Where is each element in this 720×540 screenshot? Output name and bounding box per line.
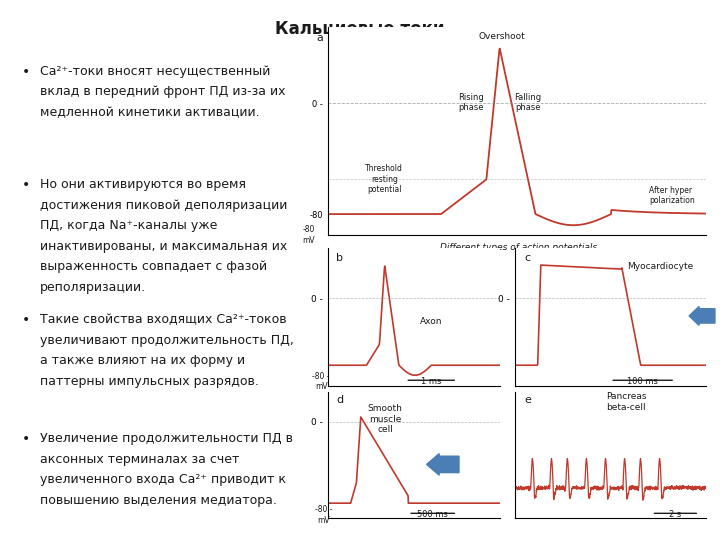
Text: 100 ms: 100 ms bbox=[627, 377, 658, 387]
Text: Different types of action potentials: Different types of action potentials bbox=[440, 243, 597, 252]
Text: Smooth
muscle
cell: Smooth muscle cell bbox=[368, 404, 402, 434]
Text: c: c bbox=[524, 253, 531, 262]
Text: Threshold
resting
potential: Threshold resting potential bbox=[365, 164, 403, 194]
Text: паттерны импульсных разрядов.: паттерны импульсных разрядов. bbox=[40, 375, 258, 388]
Text: а также влияют на их форму и: а также влияют на их форму и bbox=[40, 354, 245, 367]
Text: увеличенного входа Ca²⁺ приводит к: увеличенного входа Ca²⁺ приводит к bbox=[40, 473, 286, 486]
Text: Ca²⁺-токи вносят несущественный: Ca²⁺-токи вносят несущественный bbox=[40, 65, 270, 78]
Text: Pancreas
beta-cell: Pancreas beta-cell bbox=[606, 393, 647, 412]
Text: -80 -
mV: -80 - mV bbox=[312, 372, 330, 391]
Text: 500 ms: 500 ms bbox=[418, 510, 448, 519]
Text: повышению выделения медиатора.: повышению выделения медиатора. bbox=[40, 494, 276, 507]
Text: a: a bbox=[316, 33, 323, 43]
Text: Falling
phase: Falling phase bbox=[514, 93, 541, 112]
Text: •: • bbox=[22, 432, 30, 446]
Text: -80 -
mV: -80 - mV bbox=[315, 505, 332, 524]
Text: Rising
phase: Rising phase bbox=[459, 93, 484, 112]
Text: увеличивают продолжительность ПД,: увеличивают продолжительность ПД, bbox=[40, 334, 294, 347]
Text: •: • bbox=[22, 65, 30, 79]
Text: 2 s: 2 s bbox=[670, 510, 682, 519]
Text: Кальциевые токи: Кальциевые токи bbox=[275, 19, 445, 37]
Text: •: • bbox=[22, 313, 30, 327]
Text: вклад в передний фронт ПД из-за их: вклад в передний фронт ПД из-за их bbox=[40, 85, 285, 98]
Text: b: b bbox=[336, 253, 343, 262]
FancyArrow shape bbox=[689, 306, 715, 325]
FancyArrow shape bbox=[426, 454, 459, 475]
Text: инактивированы, и максимальная их: инактивированы, и максимальная их bbox=[40, 240, 287, 253]
Text: •: • bbox=[22, 178, 30, 192]
Text: -80
mV: -80 mV bbox=[302, 225, 315, 245]
Text: Axon: Axon bbox=[420, 316, 443, 326]
Text: Overshoot: Overshoot bbox=[478, 32, 525, 42]
Text: Но они активируются во время: Но они активируются во время bbox=[40, 178, 246, 191]
Text: Такие свойства входящих Ca²⁺-токов: Такие свойства входящих Ca²⁺-токов bbox=[40, 313, 287, 326]
Text: 1 ms: 1 ms bbox=[421, 377, 441, 387]
Text: Увеличение продолжительности ПД в: Увеличение продолжительности ПД в bbox=[40, 432, 292, 445]
Text: достижения пиковой деполяризации: достижения пиковой деполяризации bbox=[40, 199, 287, 212]
Text: медленной кинетики активации.: медленной кинетики активации. bbox=[40, 106, 259, 119]
Text: e: e bbox=[524, 395, 531, 406]
Text: After hyper
polarization: After hyper polarization bbox=[649, 186, 695, 205]
Text: аксонных терминалах за счет: аксонных терминалах за счет bbox=[40, 453, 239, 465]
Text: ПД, когда Na⁺-каналы уже: ПД, когда Na⁺-каналы уже bbox=[40, 219, 217, 232]
Text: выраженность совпадает с фазой: выраженность совпадает с фазой bbox=[40, 260, 266, 273]
X-axis label: Time: Time bbox=[562, 252, 585, 261]
Text: Myocardiocyte: Myocardiocyte bbox=[626, 262, 693, 271]
Text: реполяризации.: реполяризации. bbox=[40, 281, 145, 294]
Text: d: d bbox=[336, 395, 343, 406]
